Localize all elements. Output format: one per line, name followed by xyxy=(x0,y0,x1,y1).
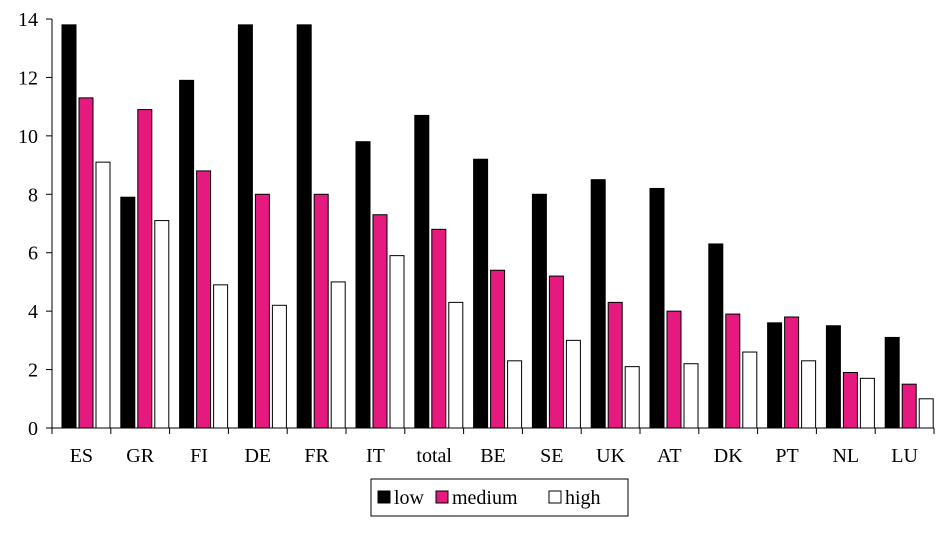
y-tick-label: 10 xyxy=(18,126,38,148)
bar-low-LU xyxy=(884,336,900,429)
legend-swatch-high xyxy=(548,490,562,504)
bar-low-NL xyxy=(825,325,841,429)
bar-medium-IT xyxy=(372,214,388,429)
bar-low-DK xyxy=(708,243,724,429)
legend-label-low: low xyxy=(394,487,425,509)
x-tick-label: DE xyxy=(244,445,271,467)
bar-medium-NL xyxy=(842,371,858,429)
x-tick-label: ES xyxy=(70,445,93,467)
bar-medium-PT xyxy=(784,316,800,429)
y-tick-label: 2 xyxy=(28,360,38,382)
bar-low-FR xyxy=(296,24,312,429)
x-tick-label: DK xyxy=(714,445,743,467)
y-tick-label: 4 xyxy=(28,301,38,323)
x-tick-label: total xyxy=(416,445,452,467)
bar-low-GR xyxy=(120,196,136,429)
bar-low-ES xyxy=(61,24,77,429)
bar-high-total xyxy=(448,301,464,429)
bar-high-FI xyxy=(213,284,229,429)
bar-medium-UK xyxy=(607,301,623,429)
plot-area xyxy=(61,24,934,429)
bar-high-GR xyxy=(154,220,170,429)
bar-medium-BE xyxy=(490,269,506,429)
bar-high-LU xyxy=(918,398,934,429)
bar-high-DK xyxy=(742,351,758,429)
bar-high-SE xyxy=(565,339,581,429)
bar-medium-DK xyxy=(725,313,741,429)
bar-low-AT xyxy=(649,187,665,429)
bar-high-UK xyxy=(624,366,640,429)
bar-high-NL xyxy=(859,377,875,429)
bar-low-SE xyxy=(531,193,547,429)
x-tick-label: GR xyxy=(126,445,154,467)
bar-high-ES xyxy=(95,161,111,429)
x-tick-label: FI xyxy=(190,445,208,467)
bar-low-UK xyxy=(590,179,606,429)
bar-high-IT xyxy=(389,255,405,429)
bar-medium-AT xyxy=(666,310,682,429)
bar-high-FR xyxy=(330,281,346,429)
bar-high-PT xyxy=(801,360,817,429)
bar-high-DE xyxy=(271,304,287,429)
x-tick-label: LU xyxy=(891,445,918,467)
y-tick-label: 0 xyxy=(28,418,38,440)
y-tick-label: 8 xyxy=(28,184,38,206)
bar-low-FI xyxy=(179,79,195,429)
legend-swatch-medium xyxy=(435,490,449,504)
x-tick-label: IT xyxy=(366,445,385,467)
bar-medium-FI xyxy=(196,170,212,429)
bar-medium-LU xyxy=(901,383,917,429)
bar-medium-SE xyxy=(548,275,564,429)
legend: low medium high xyxy=(370,478,629,517)
bar-low-DE xyxy=(237,24,253,429)
x-tick-label: SE xyxy=(540,445,563,467)
bar-high-AT xyxy=(683,363,699,429)
bar-medium-total xyxy=(431,228,447,429)
x-tick-label: FR xyxy=(304,445,329,467)
y-tick-label: 12 xyxy=(18,67,38,89)
bar-medium-DE xyxy=(254,193,270,429)
bar-medium-GR xyxy=(137,109,153,429)
x-tick-label: NL xyxy=(832,445,859,467)
bar-medium-FR xyxy=(313,193,329,429)
y-tick-label: 6 xyxy=(28,243,38,265)
bar-medium-ES xyxy=(78,97,94,429)
x-tick-label: PT xyxy=(775,445,798,467)
legend-label-medium: medium xyxy=(452,487,518,509)
x-tick-label: UK xyxy=(596,445,625,467)
bar-low-BE xyxy=(473,158,489,429)
bar-low-PT xyxy=(767,322,783,429)
bar-high-BE xyxy=(507,360,523,429)
y-tick-label: 14 xyxy=(18,9,38,31)
legend-box xyxy=(370,478,629,517)
legend-swatch-low xyxy=(377,490,391,504)
bar-low-IT xyxy=(355,141,371,429)
x-tick-label: BE xyxy=(480,445,506,467)
bar-low-total xyxy=(414,114,430,429)
axes: 0 2 4 6 8 10 12 14 ES GR FI DE FR IT total BE SE UK AT DK PT… xyxy=(18,9,935,467)
legend-label-high: high xyxy=(565,487,601,509)
x-tick-label: AT xyxy=(657,445,681,467)
